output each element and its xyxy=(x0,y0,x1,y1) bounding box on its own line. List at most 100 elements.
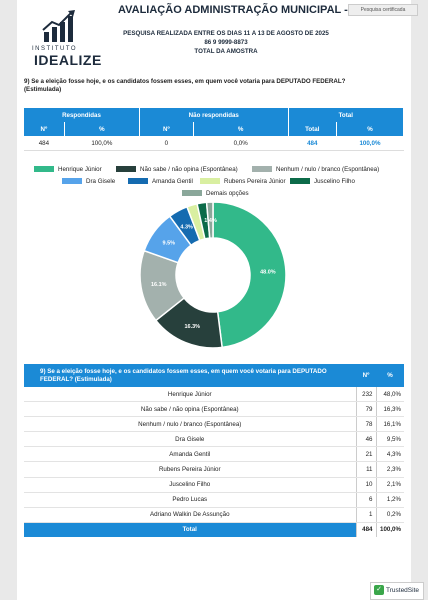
votes-count: 10 xyxy=(355,477,376,493)
total-count: 484 xyxy=(355,522,376,537)
legend-label: Não sabe / não opina (Espontânea) xyxy=(140,166,238,173)
votes-percent: 9,5% xyxy=(375,431,404,448)
col-n-header: Nº xyxy=(356,364,376,387)
votes-count: 6 xyxy=(355,492,376,508)
votes-count: 79 xyxy=(355,401,376,418)
votes-percent: 48,0% xyxy=(375,387,404,403)
legend-label: Dra Gisele xyxy=(86,178,116,185)
votes-percent: 2,1% xyxy=(375,477,404,493)
legend-label: Henrique Júnior xyxy=(58,166,102,173)
legend-swatch xyxy=(252,166,272,173)
legend-label: Amanda Gentil xyxy=(152,178,193,185)
table-row: Rubens Pereira Júnior 11 2,3% xyxy=(24,461,404,478)
legend-item: Nenhum / nulo / branco (Espontânea) xyxy=(252,166,379,173)
legend-swatch xyxy=(62,178,82,185)
votes-percent: 0,2% xyxy=(375,507,404,523)
total-label: Total xyxy=(24,522,356,537)
candidate-name: Pedro Lucas xyxy=(24,492,356,508)
votes-count: 46 xyxy=(355,431,376,448)
candidate-name: Juscelino Filho xyxy=(24,477,356,493)
summary-total-value: 484 xyxy=(288,136,337,151)
votes-count: 21 xyxy=(355,446,376,463)
col-header: % xyxy=(336,122,405,136)
summary-value: 484 xyxy=(24,136,65,151)
summary-table: Respondidas Não respondidas Total Nº % N… xyxy=(24,108,405,151)
legend-label: Rubens Pereira Júnior xyxy=(224,178,286,185)
summary-value: 0 xyxy=(139,136,194,151)
slice-label: 1.4% xyxy=(204,218,217,224)
group-unanswered: Não respondidas xyxy=(139,108,289,122)
table-row: Pedro Lucas 6 1,2% xyxy=(24,492,404,508)
summary-total-percent: 100,0% xyxy=(336,136,405,151)
slice-label: 9.5% xyxy=(163,240,176,246)
votes-percent: 4,3% xyxy=(375,446,404,463)
table-row: Não sabe / não opina (Espontânea) 79 16,3% xyxy=(24,401,404,418)
candidate-name: Não sabe / não opina (Espontânea) xyxy=(24,401,356,418)
table-row: Henrique Júnior 232 48,0% xyxy=(24,387,404,403)
col-header: % xyxy=(193,122,289,136)
survey-dates: PESQUISA REALIZADA ENTRE OS DIAS 11 A 13… xyxy=(123,30,329,37)
trusted-site-seal[interactable]: ✓ TrustedSite xyxy=(370,582,424,600)
slice-label: 48.0% xyxy=(260,270,276,276)
votes-percent: 2,3% xyxy=(375,461,404,478)
contact-phone: 86 9 9999-8873 xyxy=(204,39,248,46)
viewer-margin-right xyxy=(411,0,428,600)
legend-item: Não sabe / não opina (Espontânea) xyxy=(116,166,238,173)
vote-donut-chart: 48.0% 16.3% 16.1% 9.5% 4.3% 1.4% xyxy=(139,201,287,349)
results-table: 9) Se a eleição fosse hoje, e os candida… xyxy=(24,364,404,537)
total-row: Total 484 100,0% xyxy=(24,522,404,537)
legend-swatch xyxy=(128,178,148,185)
legend-item: Demais opções xyxy=(182,190,249,197)
slice-label: 4.3% xyxy=(180,225,193,231)
table-row: Dra Gisele 46 9,5% xyxy=(24,431,404,448)
sample-label: TOTAL DA AMOSTRA xyxy=(194,48,258,55)
check-icon: ✓ xyxy=(374,585,384,596)
candidate-name: Amanda Gentil xyxy=(24,446,356,463)
candidate-name: Rubens Pereira Júnior xyxy=(24,461,356,478)
votes-percent: 16,3% xyxy=(375,401,404,418)
candidate-name: Adriano Walkin De Assunção xyxy=(24,507,356,523)
table-row: Nenhum / nulo / branco (Espontânea) 78 16,… xyxy=(24,416,404,433)
group-total: Total xyxy=(288,108,405,122)
votes-count: 232 xyxy=(355,387,376,403)
votes-count: 11 xyxy=(355,461,376,478)
legend-item: Juscelino Filho xyxy=(290,178,355,185)
slice-label: 16.1% xyxy=(151,282,167,288)
group-answered: Respondidas xyxy=(24,108,140,122)
votes-percent: 1,2% xyxy=(375,492,404,508)
institute-logo: INSTITUTO IDEALIZE xyxy=(22,8,102,68)
legend-item: Rubens Pereira Júnior xyxy=(200,178,286,185)
question-text: 9) Se a eleição fosse hoje, e os candida… xyxy=(24,78,346,93)
legend-swatch xyxy=(290,178,310,185)
page-title: AVALIAÇÃO ADMINISTRAÇÃO MUNICIPAL - TIMO… xyxy=(118,4,414,16)
col-header: Total xyxy=(288,122,337,136)
legend-item: Amanda Gentil xyxy=(128,178,193,185)
viewer-margin-left xyxy=(0,0,17,600)
trusted-label: TrustedSite xyxy=(386,587,419,594)
votes-count: 1 xyxy=(355,507,376,523)
candidate-name: Nenhum / nulo / branco (Espontânea) xyxy=(24,416,356,433)
candidate-name: Dra Gisele xyxy=(24,431,356,448)
legend-label: Nenhum / nulo / branco (Espontânea) xyxy=(276,166,380,173)
logo-name: IDEALIZE xyxy=(34,52,102,68)
bar-chart-logo-icon xyxy=(42,10,75,42)
legend-label: Juscelino Filho xyxy=(314,178,355,185)
certified-badge[interactable]: Pesquisa certificada xyxy=(348,4,418,16)
votes-count: 78 xyxy=(355,416,376,433)
results-question: 9) Se a eleição fosse hoje, e os candida… xyxy=(24,364,356,387)
table-row: Juscelino Filho 10 2,1% xyxy=(24,477,404,493)
summary-value: 100,0% xyxy=(64,136,140,151)
col-header: Nº xyxy=(24,122,65,136)
legend-item: Dra Gisele xyxy=(62,178,115,185)
slice-label: 16.3% xyxy=(184,324,200,330)
legend-swatch xyxy=(182,190,202,197)
col-header: Nº xyxy=(139,122,194,136)
legend-item: Henrique Júnior xyxy=(34,166,102,173)
table-row: Adriano Walkin De Assunção 1 0,2% xyxy=(24,507,404,523)
total-percent: 100,0% xyxy=(375,522,404,537)
legend-label: Demais opções xyxy=(206,190,249,197)
table-row: Amanda Gentil 21 4,3% xyxy=(24,446,404,463)
legend-swatch xyxy=(116,166,136,173)
candidate-name: Henrique Júnior xyxy=(24,387,356,403)
